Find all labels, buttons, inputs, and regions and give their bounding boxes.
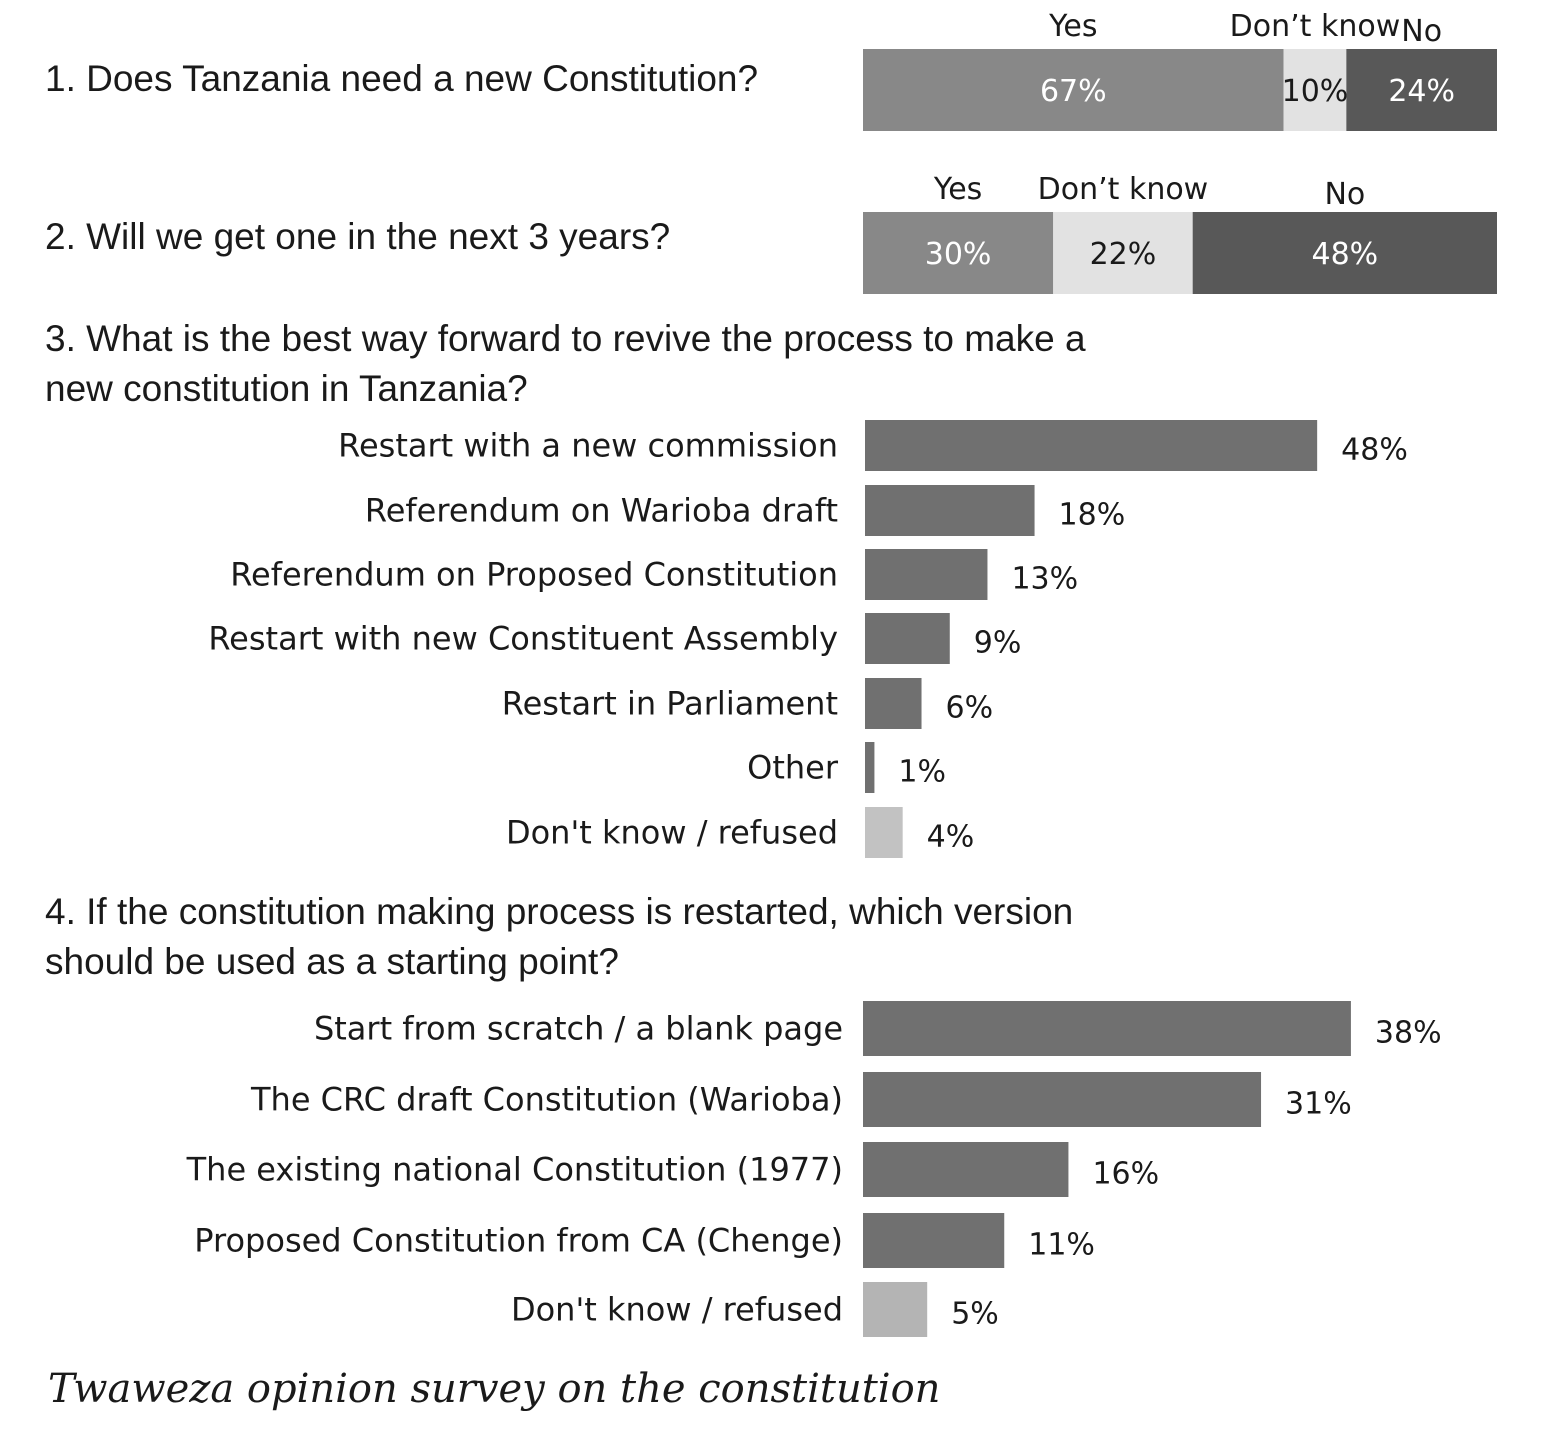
q1-segment-label-2: 24% <box>1388 74 1455 109</box>
q1-segment-1 <box>1283 49 1347 131</box>
q3-value-label: 18% <box>1059 498 1126 533</box>
q4-value-label: 5% <box>951 1297 999 1332</box>
question-4-title: 4. If the constitution making process is… <box>45 891 1074 982</box>
q3-value-label: 9% <box>974 626 1022 661</box>
q3-category-label: Restart in Parliament <box>502 685 838 723</box>
q3-value-label: 6% <box>946 691 994 726</box>
q3-category-label: Referendum on Proposed Constitution <box>230 556 838 594</box>
q1-segment-0 <box>863 49 1284 131</box>
q3-value-label: 1% <box>898 755 946 790</box>
q3-category-label: Don't know / refused <box>506 814 838 852</box>
q4-value-label: 11% <box>1028 1228 1095 1263</box>
q3-category-label: Restart with new Constituent Assembly <box>208 620 838 658</box>
q4-category-label: Start from scratch / a blank page <box>314 1010 843 1048</box>
q2-segment-label-1: 22% <box>1090 237 1157 272</box>
q3-bar <box>865 678 922 729</box>
q3-bar <box>865 485 1035 536</box>
q3-category-label: Referendum on Warioba draft <box>365 492 838 530</box>
q1-segment-label-0: 67% <box>1040 74 1107 109</box>
q4-bar <box>863 1072 1262 1127</box>
q4-category-label: Proposed Constitution from CA (Chenge) <box>194 1222 843 1260</box>
q2-segment-1 <box>1053 212 1193 294</box>
q2-series-name-1: Don’t know <box>1038 172 1209 207</box>
q4-bar <box>863 1142 1069 1197</box>
question-1-title: 1. Does Tanzania need a new Constitution… <box>45 58 759 99</box>
q4-category-label: Don't know / refused <box>511 1291 843 1329</box>
q3-value-label: 48% <box>1341 433 1408 468</box>
q4-value-label: 31% <box>1285 1087 1352 1122</box>
q2-segment-label-2: 48% <box>1311 237 1378 272</box>
q4-bar <box>863 1001 1351 1056</box>
q3-value-label: 4% <box>927 820 975 855</box>
q3-category-label: Restart with a new commission <box>338 427 838 465</box>
q3-value-label: 13% <box>1011 562 1078 597</box>
q1-series-name-0: Yes <box>1048 9 1097 44</box>
q2-series-name-2: No <box>1324 177 1365 212</box>
q4-category-label: The CRC draft Constitution (Warioba) <box>250 1081 843 1119</box>
q3-bar <box>865 807 903 858</box>
q3-bar <box>865 549 988 600</box>
q4-value-label: 16% <box>1092 1157 1159 1192</box>
q2-segment-0 <box>863 212 1054 294</box>
q3-bar <box>865 420 1318 471</box>
q2-series-name-0: Yes <box>933 172 982 207</box>
q1-segment-2 <box>1346 49 1497 131</box>
q3-bar <box>865 613 950 664</box>
q3-category-label: Other <box>747 749 839 787</box>
q1-series-name-1: Don’t know <box>1230 9 1401 44</box>
figure-caption: Twaweza opinion survey on the constituti… <box>48 1366 941 1412</box>
question-2-title: 2. Will we get one in the next 3 years? <box>45 216 671 257</box>
q2-segment-2 <box>1192 212 1497 294</box>
q4-category-label: The existing national Constitution (1977… <box>186 1151 843 1189</box>
q1-segment-label-1: 10% <box>1282 74 1349 109</box>
q1-series-name-2: No <box>1401 14 1442 49</box>
question-3-title: 3. What is the best way forward to reviv… <box>45 318 1086 409</box>
q4-bar <box>863 1282 928 1337</box>
q2-segment-label-0: 30% <box>925 237 992 272</box>
q3-bar <box>865 742 875 793</box>
q4-bar <box>863 1213 1005 1268</box>
q4-value-label: 38% <box>1375 1016 1442 1051</box>
